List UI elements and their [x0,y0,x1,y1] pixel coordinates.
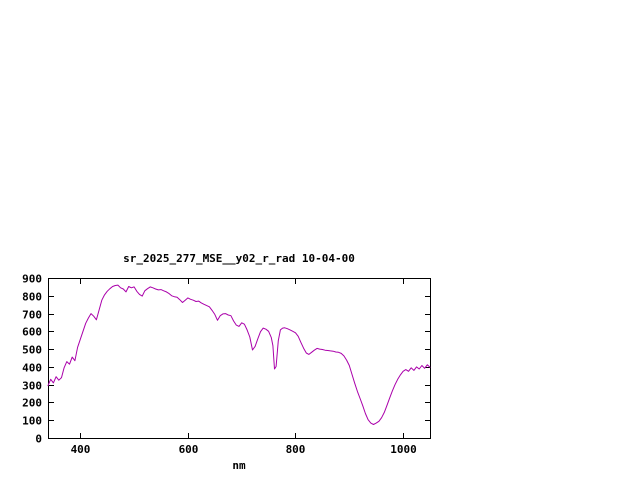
y-tick-label: 0 [35,433,42,446]
y-tick-label: 700 [22,309,42,322]
x-tick-label: 600 [179,443,199,456]
y-tick-label: 200 [22,397,42,410]
x-tick-label: 400 [71,443,91,456]
chart-title: sr_2025_277_MSE__y02_r_rad 10-04-00 [123,252,355,265]
x-tick-label: 800 [286,443,306,456]
y-tick-label: 400 [22,362,42,375]
spectrum-line [47,284,431,425]
plot-border [48,278,431,439]
y-tick-label: 100 [22,415,42,428]
data-series [47,284,431,425]
axes: 400 600 800 1000 0 100 200 300 400 500 600 700 800 90… [22,273,431,456]
y-tick-label: 800 [22,291,42,304]
x-axis-label: nm [232,459,246,472]
y-tick-label: 500 [22,344,42,357]
y-tick-label: 300 [22,380,42,393]
y-tick-label: 600 [22,326,42,339]
x-tick-label: 1000 [390,443,417,456]
y-tick-label: 900 [22,273,42,286]
